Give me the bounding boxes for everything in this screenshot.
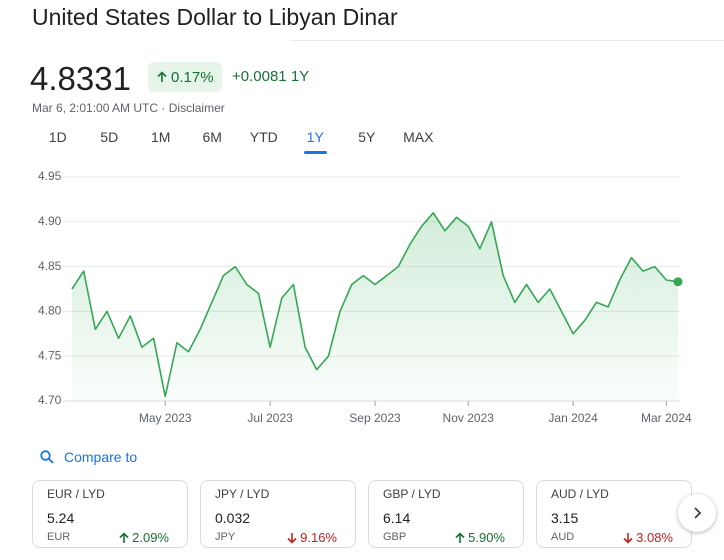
code: EUR [47,531,71,543]
change: 3.08% [622,530,673,545]
y-tick-label: 4.80 [38,304,62,318]
change-abs: +0.0081 1Y [232,68,309,85]
range-tab[interactable]: 1M [151,129,171,145]
disclaimer[interactable]: Disclaimer [168,101,225,115]
code: AUD [551,531,575,543]
range-tab[interactable]: 5D [100,129,119,145]
last-point [673,277,683,287]
code: GBP [383,531,407,543]
range-tabs: 1D 5D 1M 6M YTD 1Y 5Y MAX [32,129,444,154]
rate: 0.032 [215,510,251,526]
compare-card[interactable]: EUR / LYD 5.24 EUR 2.09% [32,480,188,548]
arrow-shape [119,531,129,543]
change-chip: 0.17% [148,62,222,92]
rate: 3.15 [551,510,579,526]
pair: EUR / LYD [47,487,105,501]
compare-to[interactable]: Compare to [40,449,137,465]
compare-card[interactable]: JPY / LYD 0.032 JPY 9.16% [200,480,356,548]
y-tick-label: 4.90 [38,214,62,228]
search-icon [40,450,54,464]
timestamp: Mar 6, 2:01:00 AM UTC · Disclaimer [32,101,225,115]
x-tick-label: May 2023 [139,411,192,425]
change: 5.90% [454,530,505,545]
pair: JPY / LYD [215,487,270,501]
change-value: +0.0081 [232,68,287,85]
x-tick-label: Mar 2024 [641,411,692,425]
change: 9.16% [286,530,337,545]
y-tick-label: 4.95 [38,169,62,183]
time: Mar 6, 2:01:00 AM UTC [32,101,159,115]
rate: 5.24 [47,510,75,526]
y-tick-label: 4.85 [38,259,62,273]
change-pct: 3.08% [636,530,673,545]
y-tick-label: 4.70 [38,393,62,407]
chart: 4.70 4.75 4.80 4.85 4.90 4.95 May 2023 Jul 2023… [38,169,692,425]
y-tick-label: 4.75 [38,348,62,362]
code: JPY [215,531,236,543]
next-button[interactable] [678,494,716,532]
arrow-up [157,71,167,82]
separator: · [161,101,166,115]
compare-card[interactable]: GBP / LYD 6.14 GBP 5.90% [368,480,524,548]
range-tab[interactable]: 1Y [290,129,342,154]
arrow-shape [623,532,633,544]
area [72,212,678,401]
range-tab[interactable]: 6M [202,129,222,145]
x-tick-label: Jul 2023 [247,411,293,425]
price: 4.8331 [30,60,131,97]
arrow-shape [455,531,465,543]
change-pct: 9.16% [300,530,337,545]
period: 1Y [290,68,310,85]
range-tab[interactable]: YTD [249,129,278,145]
x-tick-label: Jan 2024 [548,411,598,425]
arrow-down [623,532,633,544]
arrow-shape [287,532,297,544]
x-tick-label: Sep 2023 [349,411,401,425]
pair: AUD / LYD [551,487,609,501]
change: 2.09% [118,530,169,545]
rate: 6.14 [383,510,411,526]
compare-label: Compare to [64,449,138,465]
range-tab[interactable]: 5Y [358,129,376,145]
divider [290,40,724,41]
compare-card[interactable]: AUD / LYD 3.15 AUD 3.08% [536,480,692,548]
range-tab[interactable]: MAX [403,129,434,145]
arrow-up [455,531,465,543]
price-line [71,212,679,398]
arrow-down [287,532,297,544]
pair: GBP / LYD [383,487,441,501]
x-tick-label: Nov 2023 [443,411,495,425]
change-pct: 2.09% [132,530,169,545]
range-tab[interactable]: 1D [48,129,67,145]
change-pct: 5.90% [468,530,505,545]
chevron [694,507,702,519]
change-pct: 0.17% [171,68,214,86]
page-title: United States Dollar to Libyan Dinar [32,4,398,30]
arrow-up [119,531,129,543]
